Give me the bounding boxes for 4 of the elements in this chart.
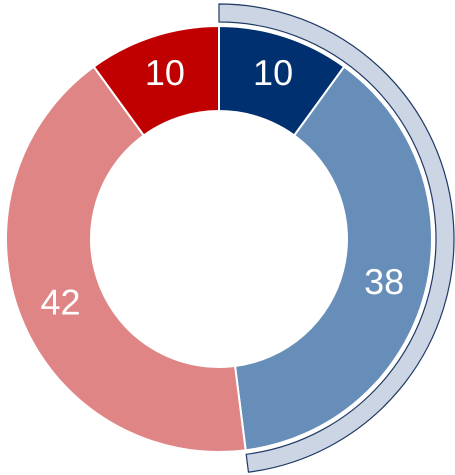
- data-label: 42: [40, 281, 80, 322]
- data-label: 10: [253, 52, 294, 94]
- data-label: 38: [364, 260, 404, 302]
- data-label: 10: [144, 52, 185, 94]
